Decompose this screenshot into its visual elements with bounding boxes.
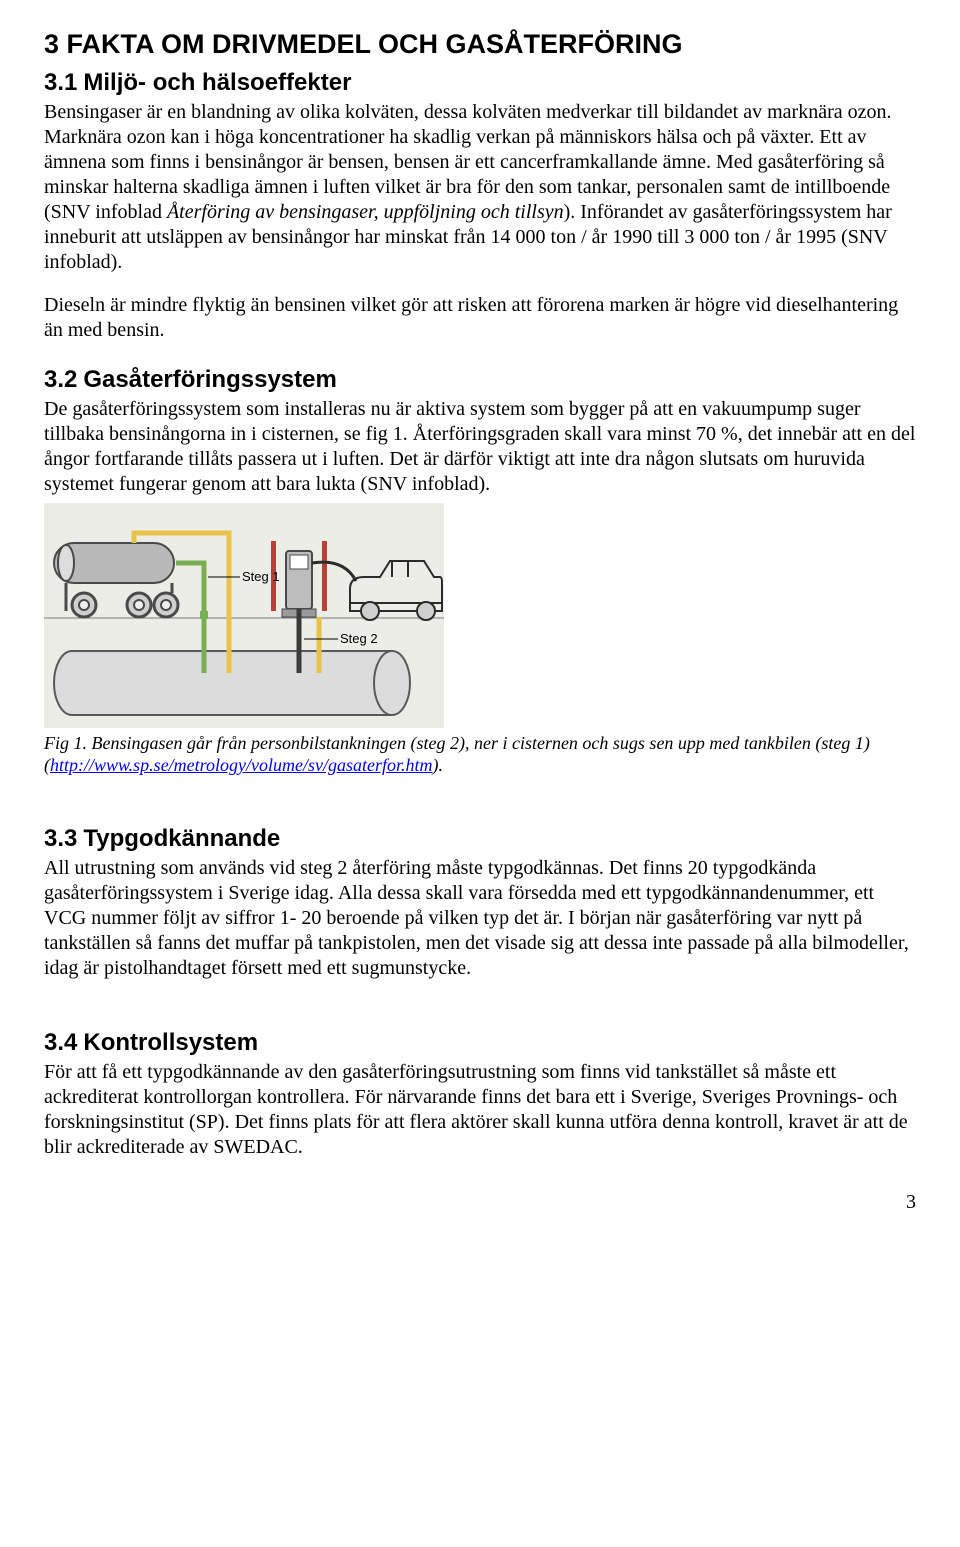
caption-text: ). [432, 755, 443, 775]
heading-num: 3.3 [44, 825, 77, 852]
paragraph: För att få ett typgodkännande av den gas… [44, 1060, 916, 1160]
label-steg2: Steg 2 [340, 631, 378, 646]
heading-3-3: 3.3Typgodkännande [44, 824, 916, 854]
cistern [54, 651, 410, 715]
heading-3-4: 3.4Kontrollsystem [44, 1028, 916, 1058]
figure-1-svg: Steg 1 Steg 2 [44, 503, 444, 728]
text-italic: Återföring av bensingaser, uppföljning o… [167, 201, 564, 223]
section-3-1: 3.1Miljö- och hälsoeffekter Bensingaser … [44, 68, 916, 343]
label-steg1: Steg 1 [242, 569, 280, 584]
page-number: 3 [44, 1190, 916, 1215]
figure-caption: Fig 1. Bensingasen går från personbilsta… [44, 732, 916, 777]
heading-3-1: 3.1Miljö- och hälsoeffekter [44, 68, 916, 98]
paragraph: De gasåterföringssystem som installeras … [44, 397, 916, 497]
heading-num: 3.2 [44, 366, 77, 393]
paragraph: Bensingaser är en blandning av olika kol… [44, 100, 916, 275]
paragraph: Dieseln är mindre flyktig än bensinen vi… [44, 293, 916, 343]
heading-text: Gasåterföringssystem [83, 366, 336, 393]
page-title: 3 FAKTA OM DRIVMEDEL OCH GASÅTERFÖRING [44, 28, 916, 62]
paragraph: All utrustning som används vid steg 2 åt… [44, 856, 916, 981]
heading-text: Miljö- och hälsoeffekter [83, 69, 351, 96]
heading-text: Kontrollsystem [83, 1029, 258, 1056]
heading-text: Typgodkännande [83, 825, 280, 852]
figure-1: Steg 1 Steg 2 [44, 503, 916, 728]
heading-num: 3.1 [44, 69, 77, 96]
caption-link[interactable]: http://www.sp.se/metrology/volume/sv/gas… [50, 755, 432, 775]
section-3-2: 3.2Gasåterföringssystem De gasåterföring… [44, 365, 916, 777]
heading-num: 3.4 [44, 1029, 77, 1056]
section-3-4: 3.4Kontrollsystem För att få ett typgodk… [44, 1028, 916, 1160]
section-3-3: 3.3Typgodkännande All utrustning som anv… [44, 824, 916, 981]
heading-3-2: 3.2Gasåterföringssystem [44, 365, 916, 395]
